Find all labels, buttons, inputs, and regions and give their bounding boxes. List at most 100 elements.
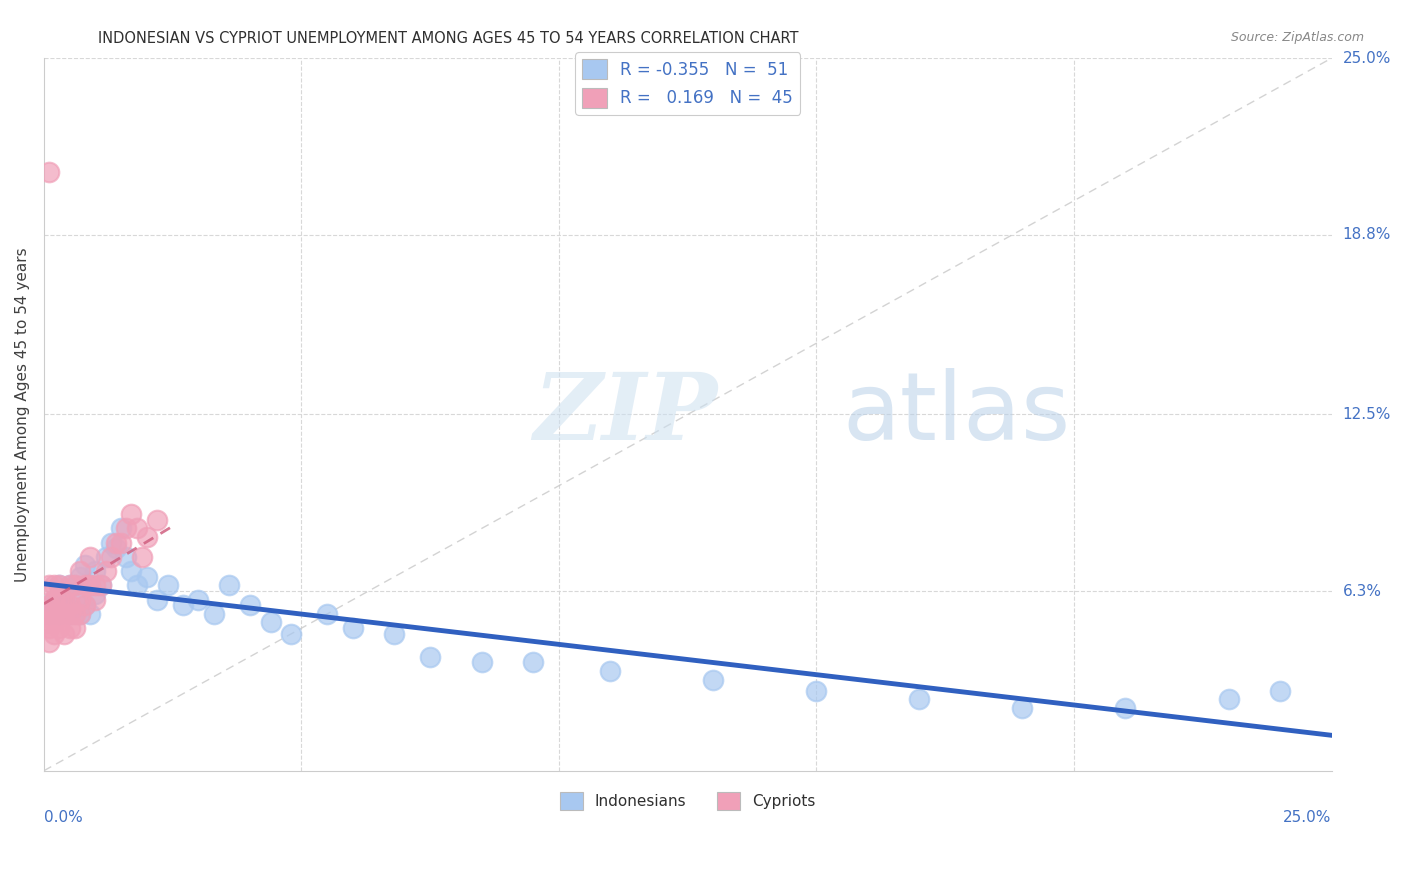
Point <box>342 621 364 635</box>
Point <box>38 621 60 635</box>
Point <box>125 578 148 592</box>
Point <box>59 599 82 613</box>
Point <box>115 549 138 564</box>
Point <box>146 513 169 527</box>
Point <box>38 607 60 621</box>
Point <box>44 627 66 641</box>
Point <box>172 599 194 613</box>
Point <box>908 692 931 706</box>
Point <box>187 592 209 607</box>
Point <box>105 535 128 549</box>
Point <box>316 607 339 621</box>
Point <box>63 578 86 592</box>
Point <box>44 592 66 607</box>
Point <box>69 592 91 607</box>
Point <box>79 607 101 621</box>
Point <box>53 592 76 607</box>
Point <box>75 599 97 613</box>
Point <box>120 564 142 578</box>
Point <box>53 599 76 613</box>
Point <box>218 578 240 592</box>
Point <box>125 521 148 535</box>
Point <box>63 607 86 621</box>
Point <box>69 607 91 621</box>
Point <box>259 615 281 630</box>
Point <box>1268 684 1291 698</box>
Point <box>44 607 66 621</box>
Point <box>471 656 494 670</box>
Text: 25.0%: 25.0% <box>1343 51 1391 66</box>
Point <box>280 627 302 641</box>
Point <box>48 578 70 592</box>
Point <box>135 530 157 544</box>
Point <box>239 599 262 613</box>
Text: 6.3%: 6.3% <box>1343 583 1382 599</box>
Point <box>53 607 76 621</box>
Point <box>90 578 112 592</box>
Point <box>38 607 60 621</box>
Point <box>38 635 60 649</box>
Point <box>48 592 70 607</box>
Y-axis label: Unemployment Among Ages 45 to 54 years: Unemployment Among Ages 45 to 54 years <box>15 247 30 582</box>
Point <box>48 607 70 621</box>
Point <box>1114 701 1136 715</box>
Point <box>131 549 153 564</box>
Point <box>599 664 621 678</box>
Point <box>146 592 169 607</box>
Point <box>105 541 128 556</box>
Point <box>135 570 157 584</box>
Point <box>419 649 441 664</box>
Point <box>53 587 76 601</box>
Point <box>59 578 82 592</box>
Point <box>79 578 101 592</box>
Point <box>84 587 107 601</box>
Point <box>69 607 91 621</box>
Point <box>53 627 76 641</box>
Point <box>100 549 122 564</box>
Point <box>44 592 66 607</box>
Point <box>63 621 86 635</box>
Point <box>120 507 142 521</box>
Point <box>59 607 82 621</box>
Point <box>75 558 97 573</box>
Point <box>1218 692 1240 706</box>
Text: Source: ZipAtlas.com: Source: ZipAtlas.com <box>1230 31 1364 45</box>
Point <box>48 578 70 592</box>
Point <box>90 578 112 592</box>
Point <box>702 673 724 687</box>
Legend: Indonesians, Cypriots: Indonesians, Cypriots <box>554 786 821 816</box>
Point <box>75 599 97 613</box>
Text: 25.0%: 25.0% <box>1284 810 1331 825</box>
Point <box>110 521 132 535</box>
Point <box>79 549 101 564</box>
Text: 18.8%: 18.8% <box>1343 227 1391 243</box>
Point <box>69 564 91 578</box>
Point <box>59 621 82 635</box>
Point <box>69 570 91 584</box>
Point <box>38 615 60 630</box>
Point <box>94 564 117 578</box>
Point <box>59 578 82 592</box>
Point <box>84 564 107 578</box>
Point <box>1011 701 1033 715</box>
Text: 0.0%: 0.0% <box>44 810 83 825</box>
Point <box>94 549 117 564</box>
Point <box>79 578 101 592</box>
Point <box>63 578 86 592</box>
Point <box>38 599 60 613</box>
Text: INDONESIAN VS CYPRIOT UNEMPLOYMENT AMONG AGES 45 TO 54 YEARS CORRELATION CHART: INDONESIAN VS CYPRIOT UNEMPLOYMENT AMONG… <box>98 31 799 46</box>
Point <box>59 607 82 621</box>
Point <box>63 592 86 607</box>
Point <box>115 521 138 535</box>
Point <box>806 684 828 698</box>
Point <box>38 578 60 592</box>
Point <box>202 607 225 621</box>
Point <box>84 578 107 592</box>
Point <box>44 578 66 592</box>
Point <box>75 578 97 592</box>
Text: 12.5%: 12.5% <box>1343 407 1391 422</box>
Point <box>84 592 107 607</box>
Point <box>100 535 122 549</box>
Point <box>382 627 405 641</box>
Point <box>522 656 544 670</box>
